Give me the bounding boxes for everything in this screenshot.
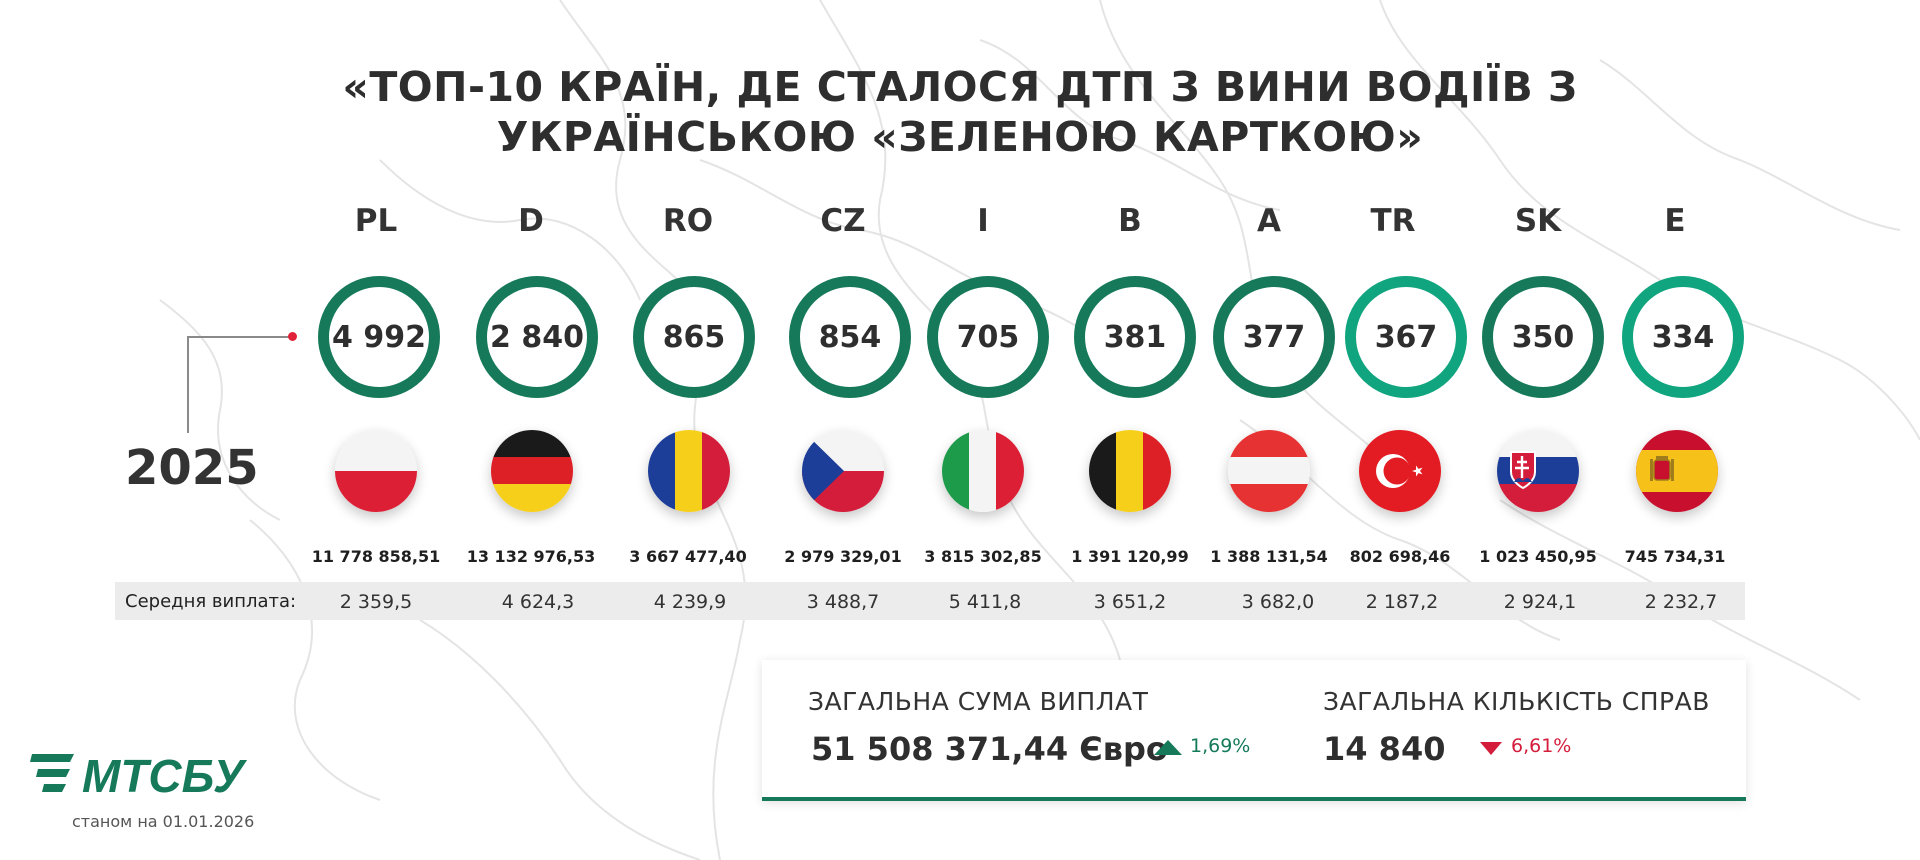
year-label: 2025 [125,440,259,496]
country-code-sk: SK [1514,203,1562,239]
average-payment-i: 5 411,8 [948,591,1022,613]
average-payment-band [115,582,1745,620]
payout-sum-b: 1 391 120,99 [1071,547,1189,566]
total-sum-value: 51 508 371,44 Євро [811,730,1168,768]
year-connector-dot [288,332,297,341]
payout-sum-pl: 11 778 858,51 [311,547,441,566]
country-code-d: D [518,203,544,239]
payout-sum-tr: 802 698,46 [1349,547,1451,566]
year-connector-vertical [187,336,189,433]
turkey-flag-icon [1359,430,1441,512]
as-of-date: станом на 01.01.2026 [72,812,255,831]
cases-value: 4 992 [332,319,426,355]
logo-text: МТСБУ [82,750,248,798]
total-sum-label: ЗАГАЛЬНА СУМА ВИПЛАТ [808,687,1149,716]
country-code-b: B [1118,203,1142,239]
cases-ring-pl: 4 992 [318,276,440,398]
austria-flag-icon [1228,430,1310,512]
total-sum-change: 1,69% [1190,735,1251,757]
payout-sum-d: 13 132 976,53 [466,547,596,566]
title-line-2: УКРАЇНСЬКОЮ «ЗЕЛЕНОЮ КАРТКОЮ» [496,113,1424,161]
totals-panel [762,660,1746,801]
average-payment-ro: 4 239,9 [653,591,727,613]
country-code-e: E [1664,203,1686,239]
cases-value: 377 [1242,319,1306,355]
average-payment-b: 3 651,2 [1093,591,1167,613]
cases-value: 2 840 [490,319,584,355]
payout-sum-ro: 3 667 477,40 [629,547,747,566]
cases-ring-sk: 350 [1482,276,1604,398]
total-cases-label: ЗАГАЛЬНА КІЛЬКІСТЬ СПРАВ [1323,687,1710,716]
germany-flag-icon [491,430,573,512]
payout-sum-e: 745 734,31 [1624,547,1726,566]
cases-value: 334 [1651,319,1715,355]
cases-value: 705 [956,319,1020,355]
year-connector-horizontal [187,336,291,338]
average-payment-pl: 2 359,5 [339,591,413,613]
trend-down-icon [1480,742,1502,755]
payout-sum-i: 3 815 302,85 [924,547,1042,566]
mtsbu-logo: МТСБУ [30,750,248,798]
cases-ring-ro: 865 [633,276,755,398]
country-code-tr: TR [1370,203,1416,239]
total-cases-change: 6,61% [1511,735,1572,757]
average-payment-e: 2 232,7 [1644,591,1718,613]
cases-ring-d: 2 840 [476,276,598,398]
payout-sum-sk: 1 023 450,95 [1479,547,1597,566]
cases-value: 367 [1374,319,1438,355]
payout-sum-cz: 2 979 329,01 [784,547,902,566]
cases-ring-a: 377 [1213,276,1335,398]
total-cases-value: 14 840 [1323,730,1446,768]
average-payment-d: 4 624,3 [501,591,575,613]
payout-sum-a: 1 388 131,54 [1210,547,1328,566]
cases-ring-e: 334 [1622,276,1744,398]
average-payment-cz: 3 488,7 [806,591,880,613]
cases-value: 865 [662,319,726,355]
title-line-1: «ТОП-10 КРАЇН, ДЕ СТАЛОСЯ ДТП З ВИНИ ВОД… [342,63,1578,111]
cases-value: 350 [1511,319,1575,355]
country-code-cz: CZ [820,203,866,239]
cases-value: 381 [1103,319,1167,355]
cases-value: 854 [818,319,882,355]
country-code-pl: PL [354,203,398,239]
average-payment-tr: 2 187,2 [1365,591,1439,613]
slovakia-flag-icon [1497,430,1579,512]
country-code-ro: RO [662,203,714,239]
italy-flag-icon [942,430,1024,512]
average-payment-sk: 2 924,1 [1503,591,1577,613]
cases-ring-b: 381 [1074,276,1196,398]
trend-up-icon [1154,740,1182,755]
average-payment-a: 3 682,0 [1241,591,1315,613]
cases-ring-cz: 854 [789,276,911,398]
cases-ring-tr: 367 [1345,276,1467,398]
page-title: «ТОП-10 КРАЇН, ДЕ СТАЛОСЯ ДТП З ВИНИ ВОД… [0,62,1920,162]
country-code-i: I [977,203,989,239]
cases-ring-i: 705 [927,276,1049,398]
poland-flag-icon [335,430,417,512]
spain-flag-icon [1636,430,1718,512]
czechia-flag-icon [802,430,884,512]
belgium-flag-icon [1089,430,1171,512]
country-code-a: A [1257,203,1281,239]
romania-flag-icon [648,430,730,512]
average-payment-label: Середня виплата: [125,591,297,612]
